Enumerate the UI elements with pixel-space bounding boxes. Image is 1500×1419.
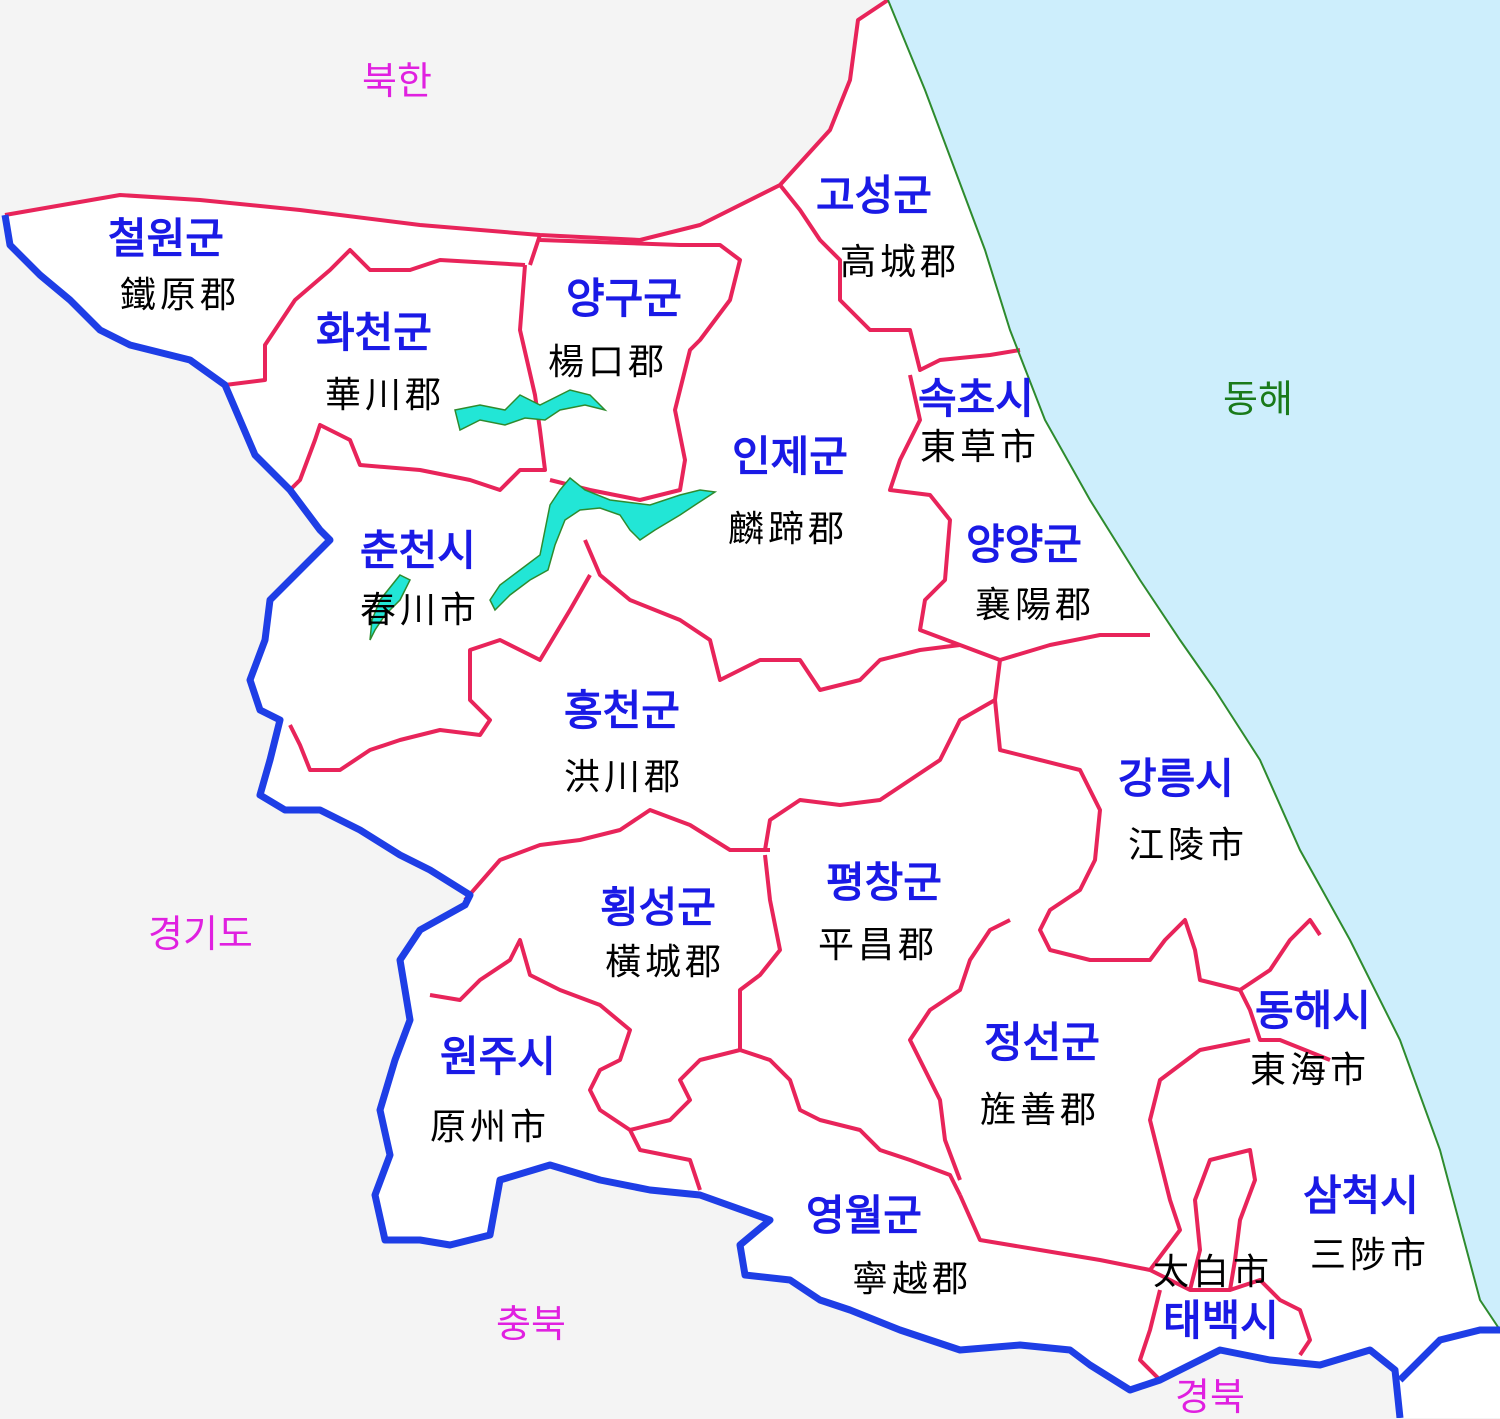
region-goseong-hanja: 高城郡 (840, 242, 961, 283)
provincial-border-east (1397, 1326, 1500, 1383)
region-hwacheon-korean: 화천군 (316, 308, 432, 357)
region-hongcheon-hanja: 洪川郡 (564, 757, 685, 798)
region-inje-hanja: 麟蹄郡 (728, 509, 849, 550)
label-gyeongbuk: 경북 (1175, 1375, 1245, 1419)
region-jeongseon-korean: 정선군 (984, 1018, 1100, 1067)
provincial-border (1, 214, 1404, 1418)
east-sea (888, 0, 1500, 1330)
region-yanggu-korean: 양구군 (566, 274, 682, 323)
region-sokcho-korean: 속초시 (918, 374, 1034, 423)
region-yeongwol-korean: 영월군 (806, 1191, 922, 1240)
label-east-sea: 동해 (1223, 377, 1293, 421)
region-yangyang-korean: 양양군 (966, 520, 1082, 569)
region-gangneung-hanja: 江陵市 (1128, 825, 1249, 866)
region-chuncheon-hanja: 春川市 (360, 590, 481, 631)
soyang-lake (489, 476, 718, 612)
label-north-korea: 북한 (362, 59, 432, 103)
region-goseong-korean: 고성군 (816, 171, 932, 220)
region-jeongseon-hanja: 旌善郡 (980, 1090, 1101, 1131)
region-wonju-hanja: 原州市 (430, 1107, 551, 1148)
region-yeongwol-hanja: 寧越郡 (852, 1259, 973, 1300)
region-donghae-korean: 동해시 (1255, 986, 1371, 1035)
coastline (887, 0, 1500, 1331)
region-hoengseong-korean: 횡성군 (600, 883, 716, 932)
region-samcheok-korean: 삼척시 (1303, 1171, 1419, 1220)
region-hoengseong-hanja: 橫城郡 (605, 942, 726, 983)
province-land (5, 0, 1500, 1418)
region-gangneung-korean: 강릉시 (1118, 754, 1234, 803)
uiam-lake (369, 574, 412, 641)
region-pyeongchang-hanja: 平昌郡 (818, 925, 939, 966)
region-cheorwon-korean: 철원군 (108, 214, 224, 263)
region-hongcheon-korean: 홍천군 (564, 686, 680, 735)
county-borders (4, 0, 1331, 1382)
label-chungbuk: 충북 (496, 1302, 566, 1346)
region-donghae-hanja: 東海市 (1250, 1050, 1371, 1091)
region-taebaek-hanja: 太白市 (1153, 1252, 1274, 1293)
region-inje-korean: 인제군 (732, 432, 848, 481)
region-taebaek-korean: 태백시 (1163, 1296, 1279, 1345)
region-sokcho-hanja: 東草市 (920, 427, 1041, 468)
region-wonju-korean: 원주시 (440, 1032, 556, 1081)
region-yangyang-hanja: 襄陽郡 (975, 585, 1096, 626)
region-samcheok-hanja: 三陟市 (1310, 1235, 1431, 1276)
region-hwacheon-hanja: 華川郡 (325, 375, 446, 416)
region-pyeongchang-korean: 평창군 (826, 858, 942, 907)
paro-lake (454, 389, 608, 432)
region-chuncheon-korean: 춘천시 (360, 526, 476, 575)
region-cheorwon-hanja: 鐵原郡 (120, 275, 241, 316)
label-gyeonggi: 경기도 (148, 912, 253, 956)
region-yanggu-hanja: 楊口郡 (548, 342, 669, 383)
